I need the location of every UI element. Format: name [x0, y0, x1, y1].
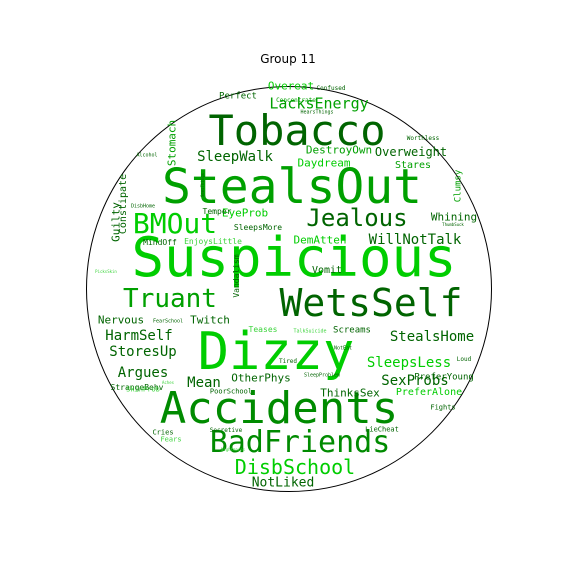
- cloud-word: Overeat: [267, 79, 315, 93]
- cloud-word: DestroyOwn: [305, 143, 373, 157]
- cloud-word: Screams: [333, 325, 371, 336]
- cloud-word: Whining: [430, 210, 478, 224]
- cloud-word: ThinksSex: [320, 386, 380, 400]
- cloud-word: Mean: [187, 375, 221, 391]
- cloud-word: SleepsMore: [233, 223, 283, 232]
- cloud-word: DisbHome: [130, 203, 156, 210]
- cloud-word: Jealous: [306, 204, 408, 232]
- cloud-word: LacksEnergy: [269, 94, 369, 113]
- cloud-word: Twitch: [190, 313, 230, 327]
- cloud-word: StealsHome: [389, 329, 475, 345]
- cloud-word: StoresUp: [109, 344, 177, 360]
- cloud-word: NotLiked: [251, 475, 315, 491]
- cloud-word: Tobacco: [208, 106, 386, 155]
- cloud-word: Loud: [456, 356, 472, 363]
- cloud-word: SleepsLess: [366, 355, 452, 371]
- cloud-word: Perfect: [219, 91, 257, 102]
- cloud-word: Tired: [278, 358, 298, 365]
- cloud-word: ThumbSuck: [442, 222, 464, 227]
- cloud-word: SleepProblem: [303, 372, 341, 379]
- cloud-word: Clumsy: [453, 169, 464, 203]
- cloud-word: Daydream: [297, 156, 351, 170]
- cloud-word: BadFriends: [209, 425, 391, 460]
- cloud-word: OtherPhys: [231, 371, 291, 385]
- cloud-word: FearSchool: [152, 318, 184, 325]
- cloud-word: PreferAlone: [395, 387, 463, 398]
- cloud-word: SkinProb: [126, 385, 160, 394]
- cloud-word: DemAtten: [293, 233, 347, 247]
- cloud-word: Accidents: [159, 383, 399, 434]
- cloud-word: LieCheat: [365, 425, 399, 434]
- chart-title: Group 11: [260, 52, 316, 66]
- cloud-word: Argues: [117, 365, 169, 381]
- cloud-word: TalkSuicide: [293, 328, 327, 335]
- cloud-word: Fights: [430, 403, 456, 412]
- cloud-word: DisbSchool: [234, 455, 356, 479]
- cloud-word: PicksSkin: [95, 269, 117, 274]
- cloud-word: SexProbs: [381, 373, 449, 389]
- cloud-word: Cries: [152, 428, 174, 437]
- cloud-word: Confused: [316, 85, 346, 92]
- cloud-word: Temper: [202, 207, 232, 216]
- cloud-word: StrangeBehv: [110, 383, 164, 392]
- cloud-word: Vomit: [311, 265, 343, 276]
- cloud-word: Worthless: [406, 135, 440, 142]
- cloud-word: SeesThings: [200, 172, 205, 198]
- cloud-word: Concentrate: [276, 97, 316, 104]
- cloud-boundary-circle: [86, 86, 492, 492]
- cloud-word: PreferYoung: [414, 372, 474, 383]
- cloud-word: HarmSelf: [105, 328, 173, 344]
- cloud-word: WillNotTalk: [368, 232, 462, 248]
- cloud-word: Fears: [160, 435, 182, 444]
- cloud-word: MindOff: [143, 238, 177, 247]
- cloud-word: Vandalism: [232, 254, 241, 298]
- cloud-word: Overweight: [374, 145, 448, 159]
- cloud-word: Stares: [394, 160, 432, 171]
- cloud-word: Teases: [248, 325, 278, 334]
- cloud-word: Nervous: [97, 313, 145, 327]
- cloud-word: NotEat: [333, 345, 353, 352]
- cloud-word: EyeProb: [221, 206, 269, 220]
- cloud-word: SleepWalk: [197, 149, 273, 165]
- cloud-word: Secretive: [209, 427, 243, 434]
- cloud-word: Nightmares: [220, 447, 246, 452]
- cloud-word: Guilty: [109, 202, 123, 242]
- cloud-word: BMOut: [132, 207, 218, 240]
- cloud-word: Dizzy: [197, 322, 355, 382]
- cloud-word: HearsThings: [300, 109, 334, 116]
- cloud-word: StealsOut: [161, 159, 423, 215]
- cloud-word: Stomach: [165, 119, 179, 167]
- cloud-word: Alcohol: [136, 152, 158, 159]
- cloud-word: PoorSchool: [209, 387, 253, 396]
- cloud-word: Aches: [161, 380, 175, 385]
- cloud-word: Suspicious: [131, 226, 457, 289]
- cloud-word: EnjoysLittle: [184, 237, 242, 246]
- cloud-word: WetsSelf: [279, 281, 463, 325]
- cloud-word: Truant: [123, 284, 217, 314]
